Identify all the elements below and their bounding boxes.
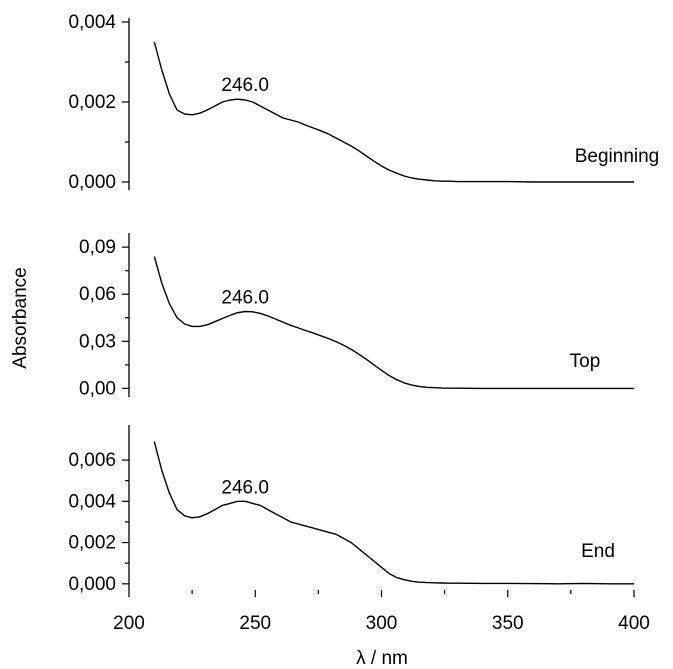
y-tick-label: 0,002 (68, 92, 116, 113)
y-tick-label: 0,000 (68, 172, 116, 193)
y-tick-label: 0,002 (68, 533, 116, 554)
series-label: Beginning (575, 146, 660, 167)
x-tick-label: 300 (366, 613, 398, 634)
y-tick-label: 0,000 (68, 574, 116, 595)
x-tick-label: 400 (618, 613, 650, 634)
peak-label: 246.0 (221, 75, 269, 96)
spectrum-line (153, 256, 634, 390)
peak-label: 246.0 (221, 477, 269, 498)
y-tick-label: 0,09 (79, 237, 116, 258)
peak-label: 246.0 (221, 287, 269, 308)
y-axis-title: Absorbance (10, 267, 31, 368)
y-tick-label: 0,06 (79, 284, 116, 305)
spectrum-line (153, 441, 634, 585)
x-tick-label: 250 (239, 613, 271, 634)
y-tick-label: 0,006 (68, 450, 116, 471)
x-tick-label: 200 (113, 613, 145, 634)
x-axis-title: λ / nm (356, 648, 408, 669)
plot-layer: 0,000 0,002 0,004 246.0 Beginning 0,00 0,03 0,0… (68, 12, 659, 634)
series-label: End (581, 541, 615, 562)
spectrum-line (153, 41, 634, 183)
y-tick-label: 0,004 (68, 491, 116, 512)
y-tick-label: 0,00 (79, 378, 116, 399)
x-tick-label: 350 (492, 613, 524, 634)
series-label: Top (570, 351, 601, 372)
y-tick-label: 0,03 (79, 331, 116, 352)
y-tick-label: 0,004 (68, 12, 116, 33)
